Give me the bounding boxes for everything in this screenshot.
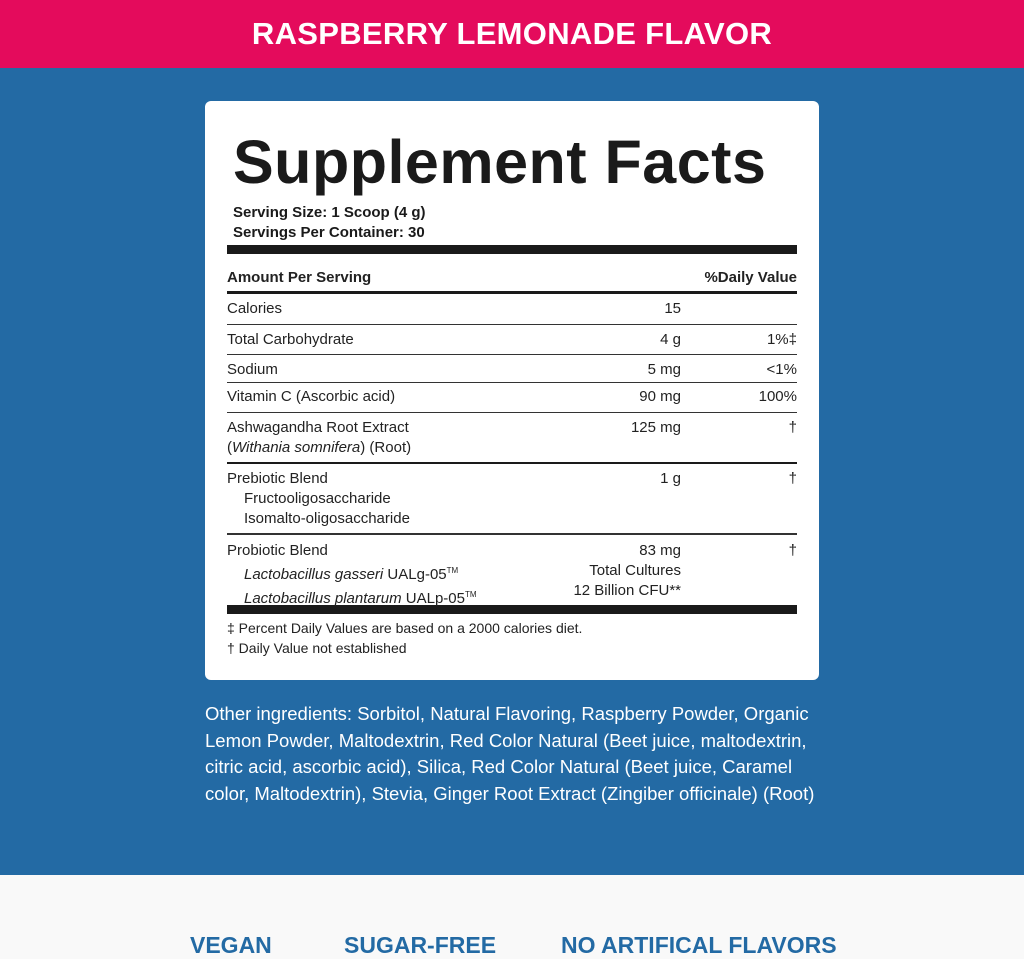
nutrient-dv: † <box>788 419 797 436</box>
amount-header: Amount Per Serving <box>227 269 372 286</box>
nutrient-dv: 100% <box>758 388 797 405</box>
nutrient-amount: 83 mg Total Cultures 12 Billion CFU** <box>573 541 681 601</box>
footnote: ‡ Percent Daily Values are based on a 20… <box>227 620 583 636</box>
flavor-banner: RASPBERRY LEMONADE FLAVOR <box>0 0 1024 68</box>
facts-table: Amount Per Serving %Daily Value Calories… <box>227 245 797 658</box>
footnote: † Daily Value not established <box>227 640 407 656</box>
nutrient-amount: 90 mg <box>639 388 681 405</box>
table-row: Total Carbohydrate 4 g 1%‡ <box>227 325 797 355</box>
trademark: TM <box>464 590 477 599</box>
latin-name: Lactobacillus gasseri <box>244 566 384 583</box>
nutrient-name: Total Carbohydrate <box>227 331 354 348</box>
nutrient-name: Sodium <box>227 361 278 378</box>
nutrient-name: Vitamin C (Ascorbic acid) <box>227 388 396 405</box>
latin-name: Withania somnifera <box>232 439 361 456</box>
serving-size: Serving Size: 1 Scoop (4 g) <box>233 204 426 221</box>
table-row: Sodium 5 mg <1% <box>227 355 797 383</box>
nutrient-amount: 4 g <box>660 331 681 348</box>
badge-sugar-free: SUGAR-FREE <box>344 932 497 958</box>
nutrient-amount: 15 <box>664 300 681 317</box>
nutrient-dv: † <box>788 470 797 487</box>
sub-ingredient: Fructooligosaccharide <box>244 490 391 507</box>
table-row: Calories 15 <box>227 294 797 325</box>
nutrient-dv: † <box>788 542 797 559</box>
latin-suffix: ) (Root) <box>360 439 412 456</box>
footnotes: ‡ Percent Daily Values are based on a 20… <box>227 614 797 658</box>
facts-title: Supplement Facts <box>233 128 767 196</box>
nutrient-dv: <1% <box>766 361 797 378</box>
nutrient-name: Ashwagandha Root Extract <box>227 419 409 436</box>
nutrient-name: Prebiotic Blend <box>227 470 328 487</box>
dv-header: %Daily Value <box>704 269 797 286</box>
table-row: Probiotic Blend Lactobacillus gasseri UA… <box>227 535 797 607</box>
amount-value: 83 mg <box>639 542 681 559</box>
servings-per-container: Servings Per Container: 30 <box>233 224 425 241</box>
trademark: TM <box>446 566 459 575</box>
amount-cfu: 12 Billion CFU** <box>573 582 681 599</box>
sub-ingredient: Lactobacillus plantarum UALp-05TM <box>227 585 797 609</box>
strain: UALg-05 <box>387 566 447 583</box>
table-row: Prebiotic Blend Fructooligosaccharide Is… <box>227 464 797 535</box>
table-row: Vitamin C (Ascorbic acid) 90 mg 100% <box>227 383 797 413</box>
strain: UALp-05 <box>405 590 465 607</box>
nutrient-amount: 125 mg <box>630 419 681 436</box>
latin-name: Lactobacillus plantarum <box>244 590 402 607</box>
nutrient-amount: 5 mg <box>647 361 681 378</box>
badge-vegan: VEGAN <box>190 932 272 958</box>
divider-thick <box>227 245 797 254</box>
amount-note: Total Cultures <box>589 562 681 579</box>
nutrient-amount: 1 g <box>660 470 681 487</box>
serving-info: Serving Size: 1 Scoop (4 g) Servings Per… <box>233 203 426 243</box>
table-header: Amount Per Serving %Daily Value <box>227 254 797 294</box>
table-row: Ashwagandha Root Extract (Withania somni… <box>227 413 797 464</box>
nutrient-name: Calories <box>227 300 283 317</box>
supplement-facts-panel: Supplement Facts Serving Size: 1 Scoop (… <box>205 101 819 680</box>
nutrient-name: Probiotic Blend <box>227 542 328 559</box>
divider-thick <box>227 605 797 614</box>
other-ingredients: Other ingredients: Sorbitol, Natural Fla… <box>205 703 815 804</box>
nutrient-dv: 1%‡ <box>766 331 797 348</box>
sub-ingredient: Lactobacillus gasseri UALg-05TM <box>227 561 797 585</box>
badge-no-artificial-flavors: NO ARTIFICAL FLAVORS <box>561 932 837 958</box>
nutrient-latin: (Withania somnifera) (Root) <box>227 439 412 456</box>
sub-ingredient: Isomalto-oligosaccharide <box>244 510 410 527</box>
